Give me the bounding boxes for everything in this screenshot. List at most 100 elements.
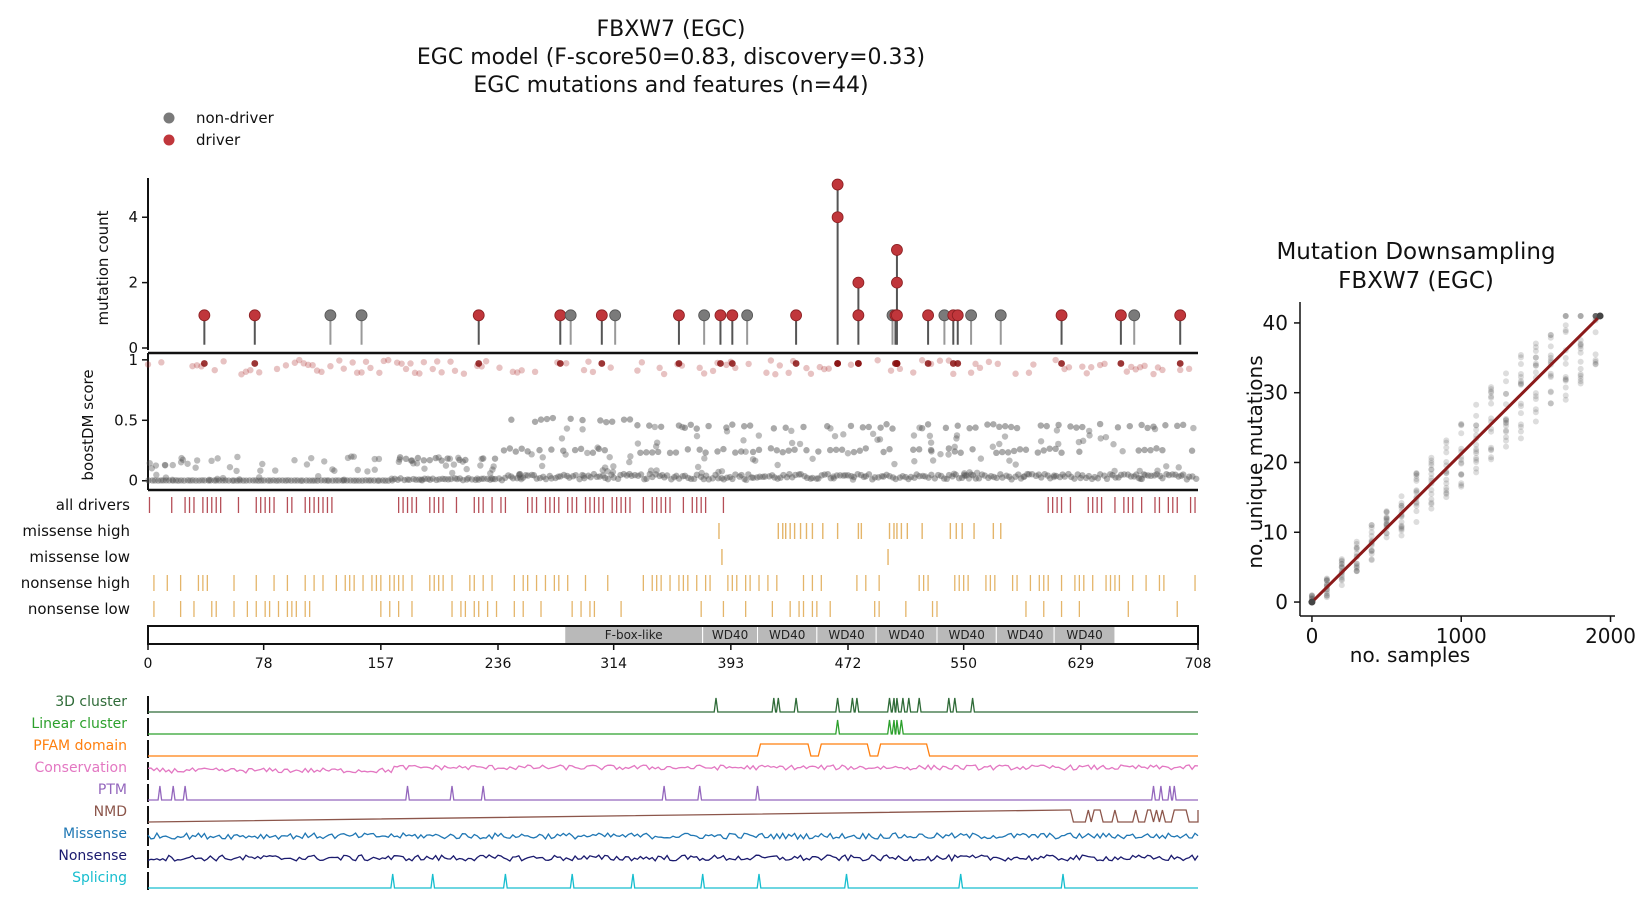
downsample-point (1532, 390, 1539, 397)
score-point (883, 471, 890, 479)
domain-label: WD40 (948, 628, 984, 642)
score-point (646, 422, 653, 429)
downsample-point (1488, 447, 1495, 454)
score-point-high (660, 370, 668, 378)
downsample-point (1562, 328, 1569, 335)
downsample-point (1547, 332, 1554, 339)
score-point (429, 475, 436, 482)
score-point (700, 475, 707, 483)
score-point (880, 473, 887, 480)
downsample-point (1503, 390, 1510, 397)
score-point (382, 477, 389, 484)
score-point (599, 472, 607, 479)
score-point (340, 476, 348, 483)
score-point (643, 475, 650, 482)
score-point (169, 476, 176, 484)
downsample-point (1398, 493, 1405, 500)
score-point (350, 453, 357, 460)
score-point (338, 477, 346, 484)
downsample-point (1562, 354, 1569, 361)
score-point-high (200, 360, 208, 367)
downsample-point (1443, 439, 1450, 446)
score-point (921, 473, 929, 480)
score-point (1135, 474, 1143, 482)
score-point (651, 423, 659, 431)
score-point (942, 424, 950, 432)
score-point (824, 423, 831, 430)
downsample-point (1517, 379, 1524, 386)
score-point (813, 475, 820, 482)
score-point (449, 469, 456, 477)
score-point-high (924, 360, 932, 367)
score-point (507, 473, 515, 480)
score-point-high (854, 360, 862, 367)
score-point (577, 445, 585, 453)
downsample-point (1577, 372, 1584, 379)
score-point (275, 477, 283, 484)
downsample-point (1592, 361, 1599, 368)
score-point (1050, 472, 1058, 479)
downsample-point (1383, 534, 1390, 541)
score-point-high (792, 360, 800, 367)
score-point (1058, 449, 1065, 456)
score-point (1174, 422, 1181, 430)
score-point (862, 473, 870, 480)
score-point (943, 475, 951, 483)
score-point (344, 454, 352, 462)
score-point-high (563, 360, 570, 367)
score-point (364, 468, 371, 475)
score-point (1144, 424, 1151, 432)
score-point (152, 462, 160, 469)
score-point (684, 446, 692, 453)
downsample-point (1368, 524, 1375, 531)
score-point-high (1058, 360, 1065, 367)
downsample-point (1323, 577, 1330, 584)
score-point (184, 477, 192, 484)
downsample-point (1517, 400, 1524, 407)
downsample-point (1323, 575, 1330, 582)
score-point (291, 477, 298, 484)
feature-line (148, 697, 1198, 713)
score-point (718, 474, 725, 482)
score-point (480, 475, 488, 482)
score-point-high (1141, 362, 1148, 370)
score-point (567, 415, 574, 422)
downsample-point (1503, 401, 1510, 408)
score-point (856, 447, 864, 454)
score-point (1114, 424, 1122, 431)
score-point (1140, 471, 1148, 478)
score-point (180, 477, 188, 484)
feature-label-nonsense: Nonsense (58, 848, 127, 864)
score-point (767, 445, 775, 452)
score-point-high (1061, 365, 1068, 373)
driver-point (922, 309, 934, 322)
score-point (926, 432, 934, 440)
score-point (560, 447, 567, 454)
score-point (1103, 475, 1111, 483)
score-point (791, 446, 798, 453)
downsample-point (1517, 381, 1524, 388)
score-point (533, 475, 540, 482)
score-point (999, 474, 1006, 481)
score-point (955, 475, 963, 482)
score-point (973, 469, 981, 476)
score-point (886, 445, 893, 453)
score-point (309, 477, 316, 484)
score-point (732, 449, 739, 456)
score-point (389, 477, 396, 484)
downsample-point (1503, 443, 1510, 450)
main-title-line-1: FBXW7 (EGC) (596, 17, 745, 42)
downsample-point (1488, 389, 1495, 396)
score-point (1135, 447, 1142, 454)
score-point (294, 477, 301, 484)
score-point (1120, 471, 1128, 478)
score-point (718, 468, 726, 475)
score-point (1109, 471, 1116, 479)
score-point (975, 475, 983, 482)
y-tick-label: 0.5 (114, 411, 138, 429)
score-point (585, 472, 592, 479)
score-point (1175, 473, 1182, 480)
score-point-high (385, 356, 392, 364)
score-point (418, 476, 425, 483)
legend-marker-driver (163, 134, 175, 146)
